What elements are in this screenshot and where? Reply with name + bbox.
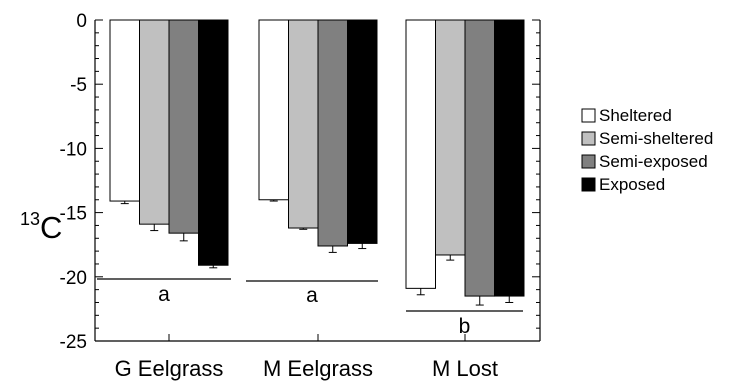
y-tick-label: -20 [60,268,87,289]
bar [317,19,348,247]
significance-letter: b [459,315,471,338]
x-tick-label: M Eelgrass [263,356,373,381]
significance-letter: a [158,283,170,306]
x-tick-label: M Lost [432,356,498,381]
bar [198,19,229,266]
legend-swatch [581,177,596,192]
y-axis-label-superscript: 13 [20,209,40,229]
bar [435,19,466,256]
legend-label: Semi-sheltered [599,129,713,148]
bar [464,19,495,297]
bar [139,19,170,225]
y-tick-label: -15 [60,204,87,225]
y-tick-label: 0 [76,11,87,32]
bar [347,19,378,244]
legend-label: Semi-exposed [599,152,708,171]
y-tick-label: -25 [60,332,87,353]
legend-swatch [581,108,596,123]
plot-area: 0 -5 -10 -15 -20 -25 G Eelgrass M Eelgrass M Los… [60,11,541,381]
bar [258,19,289,201]
y-axis-label: 13C [20,209,62,245]
legend-swatch [581,154,596,169]
bar [168,19,199,234]
bar [109,19,140,202]
y-tick-label: -10 [60,139,87,160]
legend: Sheltered Semi-sheltered Semi-exposed Expos… [581,106,713,194]
bar [405,19,436,289]
significance-letter: a [306,284,318,307]
bar [288,19,319,229]
y-tick-label: -5 [70,75,87,96]
legend-swatch [581,131,596,146]
y-axis-label-main: C [40,210,62,245]
x-tick-label: G Eelgrass [115,356,224,381]
legend-label: Sheltered [599,106,672,125]
bar [494,19,525,297]
legend-label: Exposed [599,175,665,194]
